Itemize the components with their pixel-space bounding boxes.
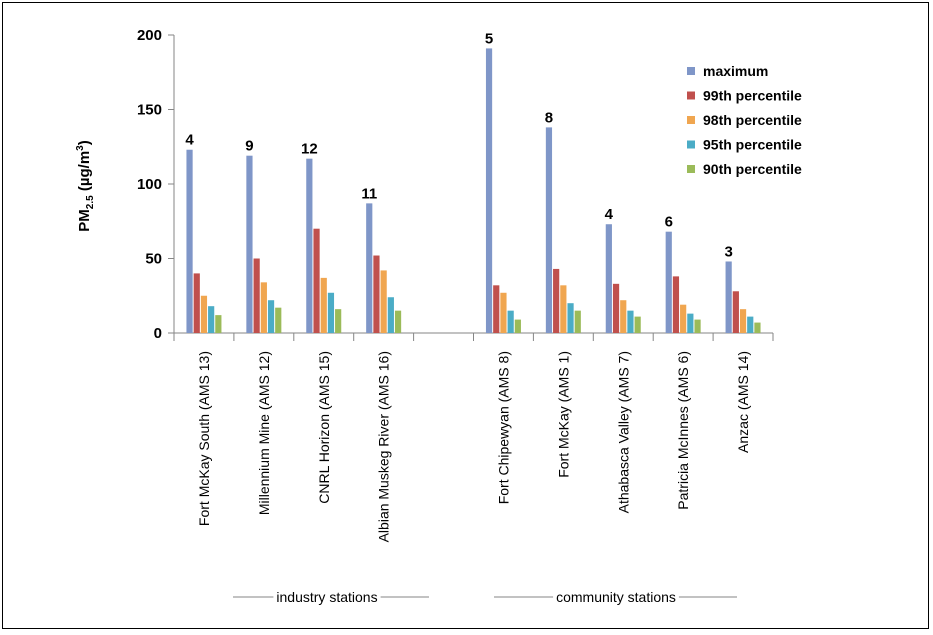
group-label-background bbox=[553, 588, 679, 606]
bar-90th-percentile bbox=[574, 310, 581, 333]
sample-count-label: 3 bbox=[724, 243, 732, 260]
legend-swatch bbox=[687, 140, 695, 149]
bar-maximum bbox=[545, 127, 553, 333]
x-category-label: Fort McKay (AMS 1) bbox=[555, 351, 571, 478]
y-tick-label: 0 bbox=[154, 325, 162, 342]
sample-count-label: 11 bbox=[361, 185, 377, 202]
group-label: industry stations bbox=[276, 589, 377, 605]
sample-count-label: 6 bbox=[665, 214, 673, 231]
y-axis-label-unit: (µg/m bbox=[76, 151, 93, 195]
bar-99th-percentile bbox=[553, 268, 560, 333]
x-category-label: Athabasca Valley (AMS 7) bbox=[615, 351, 631, 513]
bar-99th-percentile bbox=[193, 273, 200, 333]
bar-99th-percentile bbox=[253, 258, 260, 333]
bar-98th-percentile bbox=[320, 277, 327, 333]
legend-entry-label: 99th percentile bbox=[703, 88, 802, 104]
x-category-label: CNRL Horizon (AMS 15) bbox=[316, 351, 332, 504]
bar-90th-percentile bbox=[694, 319, 701, 333]
bar-95th-percentile bbox=[267, 300, 275, 333]
bar-99th-percentile bbox=[313, 228, 320, 333]
bar-maximum bbox=[246, 155, 253, 333]
bar-99th-percentile bbox=[493, 285, 500, 333]
bar-90th-percentile bbox=[215, 315, 222, 333]
bar-90th-percentile bbox=[275, 307, 282, 333]
sample-count-label: 5 bbox=[485, 30, 493, 47]
bar-95th-percentile bbox=[507, 310, 514, 333]
y-axis-label-main: PM bbox=[76, 209, 93, 232]
group-label: community stations bbox=[556, 589, 676, 605]
bar-99th-percentile bbox=[732, 291, 739, 333]
legend-entry-label: 90th percentile bbox=[703, 161, 802, 177]
y-tick-label: 200 bbox=[137, 27, 162, 44]
bar-98th-percentile bbox=[739, 309, 747, 333]
sample-count-label: 9 bbox=[245, 138, 253, 155]
bar-90th-percentile bbox=[335, 309, 342, 333]
x-category-label: Anzac (AMS 14) bbox=[735, 351, 751, 453]
legend-swatch bbox=[687, 116, 695, 124]
bar-99th-percentile bbox=[373, 255, 380, 333]
bar-98th-percentile bbox=[680, 304, 687, 333]
y-axis-label-superscript: 3 bbox=[75, 145, 86, 151]
bar-maximum bbox=[186, 149, 193, 333]
bar-maximum bbox=[366, 203, 373, 333]
bar-maximum bbox=[306, 158, 313, 333]
bar-90th-percentile bbox=[754, 322, 761, 333]
bars bbox=[186, 48, 761, 333]
bar-98th-percentile bbox=[200, 295, 208, 333]
bar-98th-percentile bbox=[380, 270, 387, 333]
bar-95th-percentile bbox=[747, 316, 754, 333]
group-labels: industry stations community stations bbox=[233, 588, 737, 606]
sample-count-label: 4 bbox=[185, 132, 194, 149]
bar-90th-percentile bbox=[514, 319, 521, 333]
sample-count-label: 12 bbox=[301, 141, 318, 158]
bar-90th-percentile bbox=[634, 316, 641, 333]
y-axis-label: PM2.5 (µg/m3) bbox=[75, 140, 96, 231]
bar-98th-percentile bbox=[500, 292, 507, 333]
legend-entry-label: maximum bbox=[703, 63, 768, 79]
x-category-label: Albian Muskeg River (AMS 16) bbox=[376, 351, 392, 542]
bar-95th-percentile bbox=[687, 313, 694, 333]
y-axis-label-subscript: 2.5 bbox=[85, 195, 96, 209]
y-tick-label: 50 bbox=[145, 251, 162, 268]
y-tick-label: 100 bbox=[137, 176, 162, 193]
y-axis-label-close: ) bbox=[76, 140, 93, 145]
legend: maximum 99th percentile 98th percentile 95t… bbox=[687, 63, 802, 177]
bar-99th-percentile bbox=[672, 276, 680, 333]
labels: 4 Fort McKay South (AMS 13) 9 Millennium Mi… bbox=[185, 30, 751, 542]
bar-90th-percentile bbox=[394, 310, 402, 333]
x-category-label: Millennium Mine (AMS 12) bbox=[256, 351, 272, 515]
bar-99th-percentile bbox=[612, 283, 620, 333]
bar-95th-percentile bbox=[208, 306, 215, 333]
bar-98th-percentile bbox=[260, 282, 267, 333]
x-category-label: Fort McKay South (AMS 13) bbox=[196, 351, 212, 526]
group-label-background bbox=[273, 588, 381, 606]
y-tick-label: 150 bbox=[137, 102, 162, 119]
bar-maximum bbox=[665, 231, 672, 333]
x-category-label: Patricia McInnes (AMS 6) bbox=[675, 351, 691, 510]
x-category-label: Fort Chipewyan (AMS 8) bbox=[495, 351, 511, 504]
bar-95th-percentile bbox=[627, 310, 634, 333]
sample-count-label: 8 bbox=[545, 109, 553, 126]
legend-swatch bbox=[687, 91, 695, 100]
bar-maximum bbox=[605, 224, 612, 333]
bar-maximum bbox=[485, 48, 493, 333]
bar-95th-percentile bbox=[327, 292, 335, 333]
bar-maximum bbox=[725, 261, 732, 333]
bar-98th-percentile bbox=[620, 300, 627, 333]
bar-95th-percentile bbox=[387, 297, 394, 333]
legend-entry-label: 98th percentile bbox=[703, 112, 802, 128]
bar-95th-percentile bbox=[567, 303, 574, 333]
legend-entry-label: 95th percentile bbox=[703, 137, 802, 153]
bar-98th-percentile bbox=[560, 285, 567, 333]
legend-swatch bbox=[687, 67, 695, 75]
sample-count-label: 4 bbox=[605, 206, 614, 223]
legend-swatch bbox=[687, 165, 695, 173]
